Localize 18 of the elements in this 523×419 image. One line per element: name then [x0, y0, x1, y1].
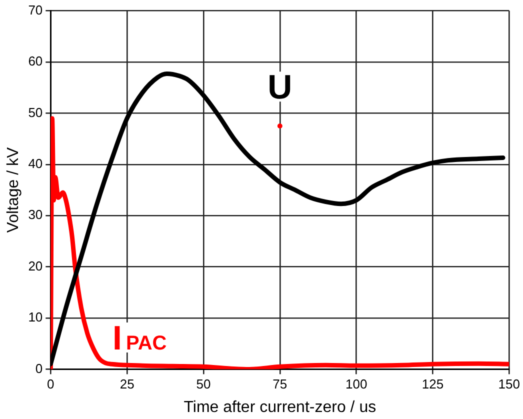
- y-tick-label: 20: [28, 258, 43, 274]
- y-tick-label: 60: [28, 54, 43, 69]
- x-tick-label: 0: [47, 376, 54, 392]
- x-tick-label: 50: [196, 376, 211, 392]
- y-tick-label: 70: [28, 2, 43, 18]
- series-label: U: [268, 68, 292, 107]
- x-tick-label: 100: [345, 376, 368, 392]
- y-tick-label: 50: [28, 104, 43, 120]
- x-tick-label: 150: [498, 376, 520, 392]
- x-tick-label: 75: [272, 376, 288, 392]
- y-tick-label: 40: [28, 156, 43, 171]
- x-axis-title: Time after current-zero / us: [184, 398, 376, 416]
- y-tick-label: 30: [28, 207, 43, 222]
- y-axis-title: Voltage / kV: [5, 146, 22, 233]
- y-tick-label: 0: [35, 360, 43, 376]
- x-tick-label: 25: [120, 376, 134, 392]
- x-tick-label: 125: [422, 376, 444, 392]
- y-tick-label: 10: [28, 310, 43, 325]
